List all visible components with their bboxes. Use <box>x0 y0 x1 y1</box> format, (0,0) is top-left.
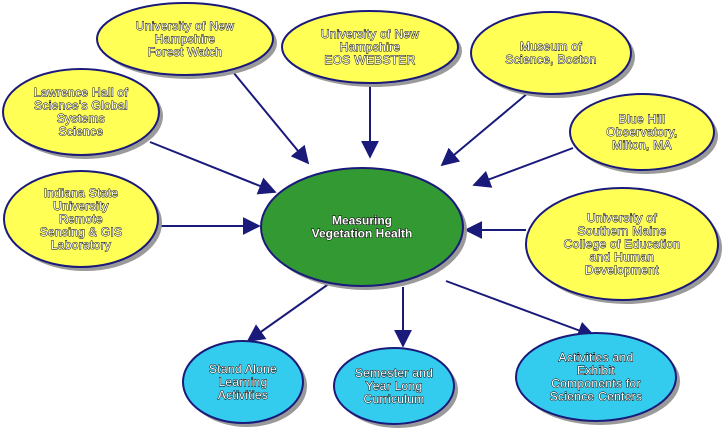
node-ellipse <box>569 93 715 171</box>
node-label-line: Science, Boston <box>505 53 596 67</box>
node-ellipse <box>333 347 455 425</box>
node-ellipse <box>96 2 274 76</box>
node-label-line: Year Long <box>366 379 423 393</box>
node-ellipse <box>182 340 304 424</box>
node-ellipse <box>525 187 719 301</box>
node-label-line: Remote <box>59 212 103 226</box>
node-label-line: Exhibit <box>577 364 615 378</box>
node-ellipse <box>470 11 632 95</box>
node-label-line: Indiana State <box>44 186 119 200</box>
node-label-line: Milton, MA <box>612 138 672 152</box>
node-label-line: Southern Maine <box>578 224 667 238</box>
node-label-line: University of New <box>321 27 419 41</box>
node-label-line: Development <box>585 263 659 277</box>
node-label-line: EOS WEBSTER <box>324 53 415 67</box>
node-ellipse <box>2 68 160 156</box>
node-label-line: Science's Global <box>34 99 128 113</box>
node-label-line: Stand Alone <box>209 362 277 376</box>
node-label-line: Measuring <box>332 214 392 228</box>
node-ellipse <box>515 332 677 422</box>
node-label-line: Lawrence Hall of <box>34 86 129 100</box>
node-ellipse <box>281 10 459 84</box>
node-label-line: and Human <box>590 250 655 264</box>
node-label-line: Components for <box>551 377 641 391</box>
node-label-line: Activities and <box>559 351 634 365</box>
node-label-line: College of Education <box>564 237 681 251</box>
node-label-line: Semester and <box>355 366 433 380</box>
node-label-line: University of New <box>136 19 234 33</box>
node-label-line: Hampshire <box>340 40 401 54</box>
node-label-line: Curriculum <box>363 392 424 406</box>
node-label-line: University <box>53 199 109 213</box>
node-label-line: University of <box>587 211 657 225</box>
node-label-line: Science <box>59 125 104 139</box>
node-label-line: Science Centers <box>550 390 643 404</box>
node-label-line: Museum of <box>520 40 582 54</box>
node-label-line: Systems <box>57 112 105 126</box>
connector-arrows <box>149 71 596 348</box>
arrow-museum <box>440 92 529 167</box>
arrow-forest-watch <box>232 71 310 165</box>
node-label-line: Sensing & GIS <box>40 225 123 239</box>
node-label-line: Learning <box>218 375 267 389</box>
node-label-line: Hampshire <box>155 32 216 46</box>
node-label-line: Observatory, <box>606 125 677 139</box>
node-label-line: Activities <box>218 388 268 402</box>
node-label-line: Laboratory <box>51 238 111 252</box>
node-label-line: Blue Hill <box>619 112 666 126</box>
arrow-stand-alone <box>246 282 331 343</box>
arrow-exhibit <box>445 280 596 339</box>
node-label-line: Vegetation Health <box>312 227 413 241</box>
arrow-lawrence-hall <box>149 141 277 195</box>
arrow-blue-hill <box>472 147 574 188</box>
node-ellipse <box>260 167 464 287</box>
node-label-line: Forest Watch <box>148 45 223 59</box>
node-ellipse <box>3 170 159 268</box>
